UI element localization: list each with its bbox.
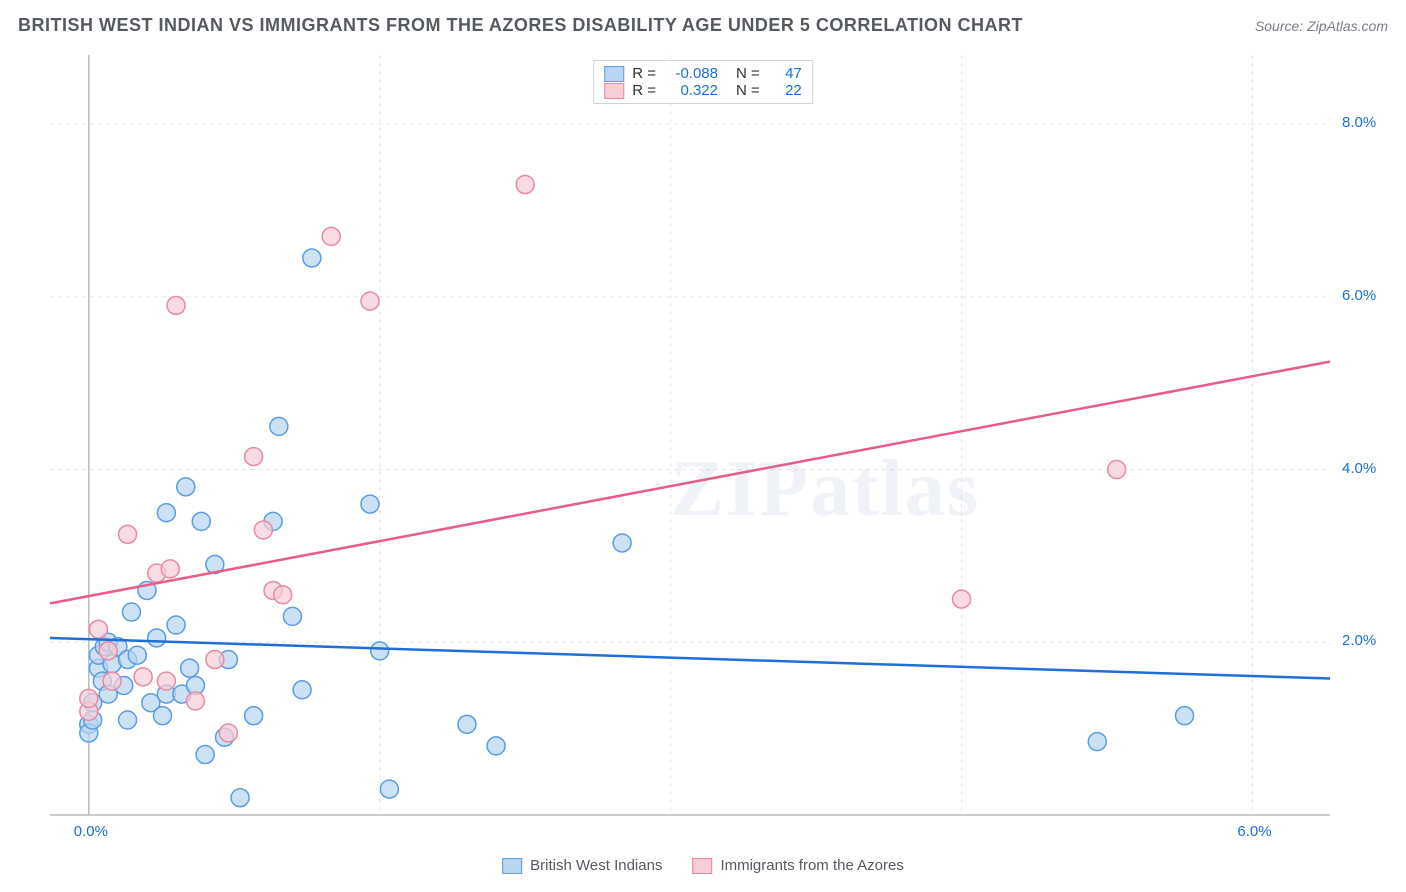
legend-swatch-pink [692,858,712,874]
y-axis-tick-label: 2.0% [1342,632,1376,649]
y-axis-tick-label: 4.0% [1342,460,1376,477]
legend-swatch-blue [604,66,624,82]
x-axis-tick-label: 0.0% [74,823,108,840]
r-value: -0.088 [668,65,718,82]
chart-source: Source: ZipAtlas.com [1255,18,1388,34]
n-label: N = [736,82,760,99]
legend-swatch-blue [502,858,522,874]
legend-item-label: British West Indians [530,857,662,874]
chart-container: BRITISH WEST INDIAN VS IMMIGRANTS FROM T… [0,0,1406,892]
legend-item: Immigrants from the Azores [692,857,903,874]
legend-row: R = 0.322 N = 22 [604,82,802,99]
n-value: 22 [772,82,802,99]
y-axis-tick-label: 8.0% [1342,114,1376,131]
r-label: R = [632,65,656,82]
legend-item-label: Immigrants from the Azores [720,857,903,874]
r-label: R = [632,82,656,99]
legend-row: R = -0.088 N = 47 [604,65,802,82]
correlation-legend: R = -0.088 N = 47 R = 0.322 N = 22 [593,60,813,104]
x-axis-tick-label: 6.0% [1237,823,1271,840]
legend-swatch-pink [604,83,624,99]
y-axis-tick-label: 6.0% [1342,287,1376,304]
r-value: 0.322 [668,82,718,99]
header-bar: BRITISH WEST INDIAN VS IMMIGRANTS FROM T… [18,15,1388,36]
scatter-plot-svg [50,55,1350,835]
n-value: 47 [772,65,802,82]
legend-item: British West Indians [502,857,662,874]
n-label: N = [736,65,760,82]
series-legend: British West Indians Immigrants from the… [502,857,904,874]
chart-title: BRITISH WEST INDIAN VS IMMIGRANTS FROM T… [18,15,1023,36]
